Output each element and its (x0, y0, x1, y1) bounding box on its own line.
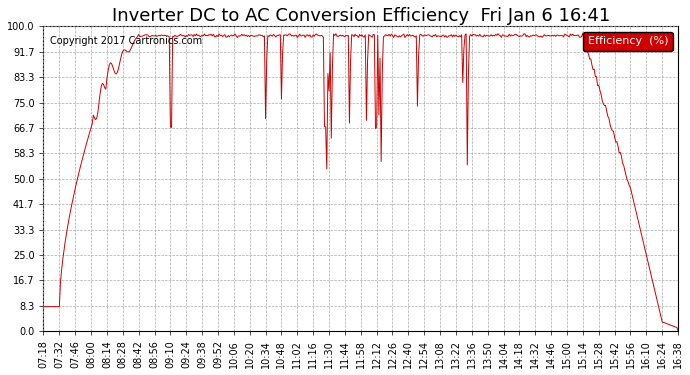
Text: Copyright 2017 Cartronics.com: Copyright 2017 Cartronics.com (50, 36, 202, 46)
Title: Inverter DC to AC Conversion Efficiency  Fri Jan 6 16:41: Inverter DC to AC Conversion Efficiency … (112, 7, 610, 25)
Legend: Efficiency  (%): Efficiency (%) (583, 32, 673, 51)
